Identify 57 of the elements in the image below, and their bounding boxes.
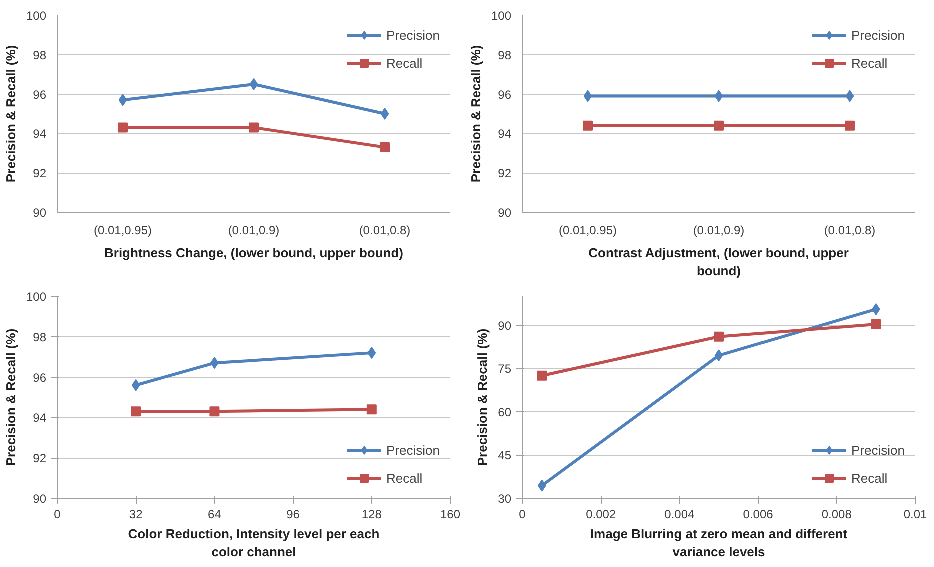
- x-axis-title: Brightness Change, (lower bound, upper bound): [104, 246, 404, 260]
- x-axis-title: Image Blurring at zero mean and different variance levels: [590, 526, 848, 560]
- y-tick-label: 100: [491, 9, 512, 23]
- y-tick-label: 92: [33, 166, 47, 181]
- x-tick-label: 0.004: [664, 508, 696, 522]
- x-tick-label: 0.006: [743, 508, 774, 522]
- x-tick-label: 160: [440, 508, 461, 522]
- x-tick-label: 96: [286, 508, 300, 522]
- legend-label: Recall: [386, 56, 423, 70]
- y-tick-label: 90: [498, 318, 512, 333]
- y-tick-label: 98: [33, 330, 47, 344]
- x-tick-label: 0: [519, 508, 526, 522]
- x-tick-label: (0.01,0.9): [693, 224, 745, 238]
- y-tick-label: 75: [498, 362, 512, 376]
- y-tick-label: 98: [33, 48, 47, 62]
- y-tick-label: 94: [498, 127, 512, 142]
- x-tick-label: 0.008: [822, 508, 852, 522]
- y-axis-title: Precision & Recall (%): [3, 45, 18, 183]
- x-axis-title: Contrast Adjustment, (lower bound, upper bound): [588, 246, 849, 278]
- y-tick-label: 92: [498, 166, 512, 181]
- x-tick-label: 0.002: [586, 508, 616, 522]
- y-tick-label: 96: [33, 88, 47, 102]
- y-tick-label: 90: [33, 492, 47, 506]
- x-tick-label: (0.01,0.95): [94, 224, 152, 238]
- y-tick-label: 60: [498, 405, 512, 420]
- x-tick-label: (0.01,0.95): [558, 224, 618, 238]
- legend-label: Precision: [852, 442, 905, 458]
- x-tick-label: 64: [208, 508, 222, 522]
- y-axis-title: Precision & Recall (%): [475, 328, 490, 466]
- x-tick-label: 0: [54, 508, 62, 522]
- y-tick-label: 98: [498, 48, 512, 62]
- y-tick-label: 96: [33, 370, 47, 385]
- x-axis-title: Color Reduction, Intensity level per each color channel: [128, 526, 380, 560]
- legend-label: Precision: [852, 28, 905, 42]
- y-tick-label: 90: [33, 206, 47, 220]
- y-tick-label: 96: [498, 88, 512, 102]
- legend-label: Recall: [852, 470, 888, 486]
- y-tick-label: 90: [498, 206, 512, 220]
- y-tick-label: 45: [498, 448, 512, 463]
- y-axis-title: Precision & Recall (%): [3, 328, 18, 466]
- legend-label: Precision: [386, 28, 440, 42]
- legend-label: Recall: [852, 56, 888, 70]
- y-tick-label: 92: [33, 452, 47, 466]
- y-tick-label: 100: [26, 9, 47, 23]
- y-tick-label: 94: [33, 127, 47, 142]
- x-tick-label: 32: [129, 508, 144, 522]
- y-tick-label: 94: [33, 411, 47, 426]
- y-tick-label: 30: [498, 492, 512, 506]
- x-tick-label: (0.01,0.9): [228, 224, 280, 238]
- x-tick-label: 0.01: [904, 508, 928, 522]
- y-axis-title: Precision & Recall (%): [468, 45, 484, 183]
- x-tick-label: (0.01,0.8): [359, 224, 411, 238]
- legend-label: Recall: [386, 470, 423, 486]
- legend-label: Precision: [386, 442, 440, 458]
- y-tick-label: 100: [26, 290, 47, 304]
- x-tick-label: (0.01,0.8): [824, 224, 876, 238]
- x-tick-label: 128: [362, 508, 382, 522]
